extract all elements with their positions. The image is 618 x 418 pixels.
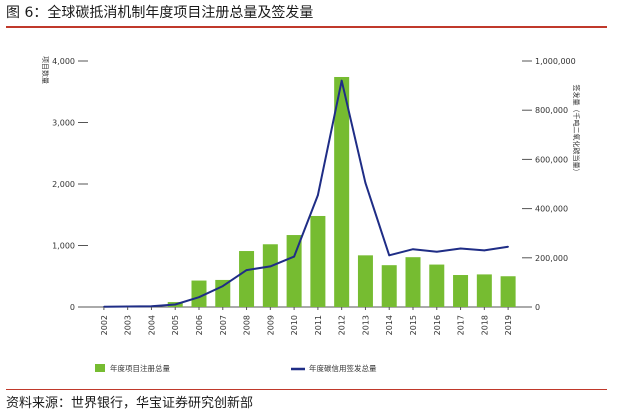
figure-title: 图 6：全球碳抵消机制年度项目注册总量及签发量: [6, 5, 314, 21]
y-right-tick-label: 200,000: [535, 254, 568, 263]
y-right-tick-label: 0: [535, 303, 540, 312]
x-tick-label: 2010: [290, 315, 299, 335]
x-tick-label: 2003: [124, 315, 133, 335]
y-right-tick-label: 800,000: [535, 106, 568, 115]
x-tick-label: 2008: [243, 315, 252, 335]
x-tick-label: 2018: [480, 315, 489, 335]
bar: [191, 280, 207, 307]
x-tick-label: 2002: [100, 315, 109, 335]
issuance-point: [317, 194, 319, 196]
y-right-axis-title: 签发量（千吨二氧化碳当量）: [572, 85, 581, 176]
x-tick-label: 2009: [266, 315, 275, 335]
issuance-point: [483, 249, 486, 252]
issuance-point: [126, 305, 129, 308]
bar: [357, 255, 373, 307]
issuance-point: [435, 250, 438, 253]
bar: [381, 265, 397, 307]
issuance-point: [245, 269, 248, 271]
y-left-tick-label: 4,000: [52, 57, 75, 66]
bar: [215, 279, 231, 307]
bar: [239, 251, 255, 307]
y-left-tick-label: 1,000: [52, 242, 75, 251]
y-left-axis-title: 项目数量: [41, 56, 50, 84]
source-rule: [6, 389, 607, 390]
x-tick-label: 2013: [361, 315, 370, 335]
issuance-point: [150, 305, 153, 308]
x-tick-label: 2006: [195, 315, 204, 335]
bar: [476, 274, 492, 307]
bar: [405, 257, 421, 307]
issuance-point: [507, 245, 509, 248]
source-note: 资料来源：世界银行，华宝证券研究创新部: [6, 396, 254, 411]
issuance-point: [459, 247, 462, 250]
legend-bar-swatch: [95, 364, 105, 372]
issuance-point: [412, 248, 414, 250]
title-rule: [6, 26, 607, 28]
x-tick-label: 2015: [409, 315, 418, 335]
issuance-line: [103, 79, 509, 308]
chart: 0 1,000 2,000 3,000 4,000 0 200,000 400,000 600,…: [41, 56, 581, 373]
bar: [310, 215, 326, 307]
y-left-tick-label: 3,000: [52, 119, 75, 128]
x-tick-label: 2005: [171, 315, 180, 335]
bar: [262, 244, 278, 307]
bar: [429, 264, 445, 307]
y-right-tick-label: 600,000: [535, 155, 568, 164]
issuance-point: [293, 255, 295, 258]
x-tick-label: 2007: [219, 315, 228, 335]
bar: [286, 235, 302, 307]
x-tick-label: 2012: [338, 315, 347, 335]
x-tick-label: 2011: [314, 315, 323, 335]
x-tick-label: 2004: [147, 315, 156, 335]
issuance-point: [340, 79, 343, 82]
y-left-tick-label: 0: [70, 303, 75, 312]
x-tick-label: 2014: [385, 315, 394, 335]
issuance-point: [198, 296, 200, 298]
y-left-tick-label: 2,000: [52, 180, 75, 189]
bar: [334, 76, 350, 308]
y-right-tick-label: 1,000,000: [535, 57, 576, 66]
legend-bar-label: 年度项目注册总量: [110, 363, 170, 373]
bar: [500, 276, 516, 307]
issuance-point: [388, 254, 391, 257]
issuance-point: [269, 265, 272, 268]
x-tick-label: 2019: [504, 315, 513, 335]
y-right-tick-label: 400,000: [535, 205, 568, 214]
issuance-point: [364, 181, 367, 184]
x-tick-label: 2017: [457, 315, 466, 335]
issuance-point: [174, 303, 177, 306]
issuance-point: [221, 285, 224, 287]
bar: [453, 275, 469, 307]
legend-line-label: 年度碳信用签发总量: [309, 363, 377, 373]
x-tick-label: 2016: [433, 315, 442, 335]
